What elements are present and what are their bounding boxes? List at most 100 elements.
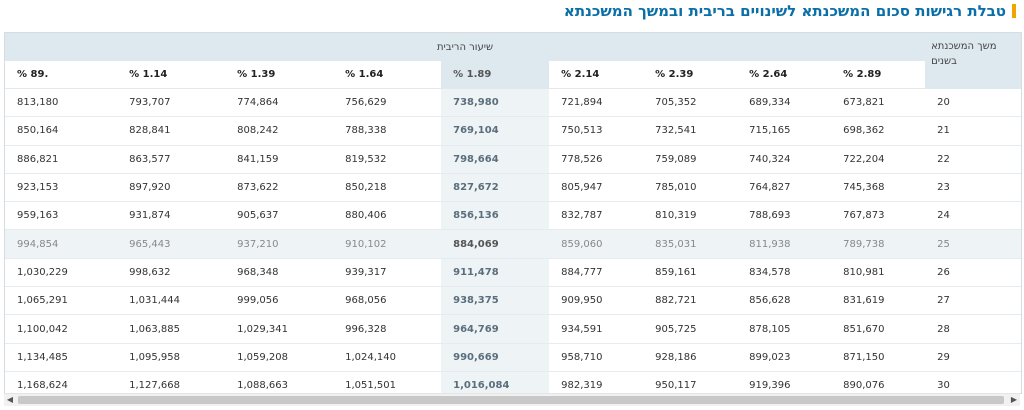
sensitivity-table-container[interactable]: משך המשכנתא בשנים שיעור הריבית 2.89 % 2.6… [4, 32, 1022, 394]
value-cell: 788,693 [737, 201, 832, 231]
title-text: טבלת רגישות סכום המשכנתא לשינויים בריבית… [563, 2, 1006, 20]
value-cell: 788,338 [333, 116, 442, 146]
term-cell: 23 [925, 173, 1021, 203]
value-cell: 878,105 [737, 314, 832, 344]
table-row: 26 810,981 834,578 859,161 884,777 911,478 939… [5, 258, 1021, 288]
value-cell: 1,016,084 [441, 371, 550, 393]
value-cell: 990,669 [441, 343, 550, 372]
term-cell: 25 [925, 229, 1021, 259]
value-cell: 1,031,444 [117, 286, 226, 316]
rate-header-cell: 2.89 % [831, 61, 926, 89]
value-cell: 738,980 [441, 88, 550, 118]
scroll-left-icon[interactable]: ◀ [6, 395, 14, 404]
table-row: 20 673,821 689,334 705,352 721,894 738,980 756… [5, 88, 1021, 118]
value-cell: 884,069 [441, 229, 550, 259]
value-cell: 834,578 [737, 258, 832, 288]
value-cell: 722,204 [831, 145, 926, 174]
value-cell: 1,127,668 [117, 371, 226, 393]
value-cell: 1,051,501 [333, 371, 442, 393]
value-cell: 939,317 [333, 258, 442, 288]
value-cell: 798,664 [441, 145, 550, 174]
value-cell: 805,947 [549, 173, 644, 203]
value-cell: 994,854 [5, 229, 118, 259]
value-cell: 835,031 [643, 229, 738, 259]
term-cell: 22 [925, 145, 1021, 174]
value-cell: 959,163 [5, 201, 118, 231]
value-cell: 884,777 [549, 258, 644, 288]
value-cell: 859,161 [643, 258, 738, 288]
value-cell: 769,104 [441, 116, 550, 146]
value-cell: 813,180 [5, 88, 118, 118]
value-cell: 910,102 [333, 229, 442, 259]
value-cell: 827,672 [441, 173, 550, 203]
value-cell: 937,210 [225, 229, 334, 259]
value-cell: 1,030,229 [5, 258, 118, 288]
table-row: 28 851,670 878,105 905,725 934,591 964,769 996… [5, 314, 1021, 344]
value-cell: 964,769 [441, 314, 550, 344]
table-row: 23 745,368 764,827 785,010 805,947 827,672 850… [5, 173, 1021, 203]
value-cell: 996,328 [333, 314, 442, 344]
value-cell: 1,088,663 [225, 371, 334, 393]
value-cell: 756,629 [333, 88, 442, 118]
value-cell: 732,541 [643, 116, 738, 146]
value-cell: 1,168,624 [5, 371, 118, 393]
sensitivity-table: משך המשכנתא בשנים שיעור הריבית 2.89 % 2.6… [5, 33, 1021, 393]
value-cell: 778,526 [549, 145, 644, 174]
value-cell: 859,060 [549, 229, 644, 259]
value-cell: 810,981 [831, 258, 926, 288]
table-row: 30 890,076 919,396 950,117 982,319 1,016,084 1… [5, 371, 1021, 393]
value-cell: 832,787 [549, 201, 644, 231]
value-cell: 938,375 [441, 286, 550, 316]
rate-header-cell: 1.89 % [441, 61, 550, 89]
value-cell: 931,874 [117, 201, 226, 231]
rate-header-cell: .89 % [5, 61, 118, 89]
term-cell: 20 [925, 88, 1021, 118]
rate-header-row: 2.89 % 2.64 % 2.39 % 2.14 % 1.89 % 1.64 % 1.39… [5, 61, 1021, 89]
scrollbar-thumb[interactable] [18, 396, 1004, 404]
term-cell: 27 [925, 286, 1021, 316]
rate-header-cell: 1.39 % [225, 61, 334, 89]
value-cell: 1,134,485 [5, 343, 118, 372]
value-cell: 919,396 [737, 371, 832, 393]
rate-header-cell: 2.14 % [549, 61, 644, 89]
value-cell: 1,059,208 [225, 343, 334, 372]
term-cell: 26 [925, 258, 1021, 288]
value-cell: 909,950 [549, 286, 644, 316]
value-cell: 880,406 [333, 201, 442, 231]
page-title: טבלת רגישות סכום המשכנתא לשינויים בריבית… [564, 0, 1016, 22]
title-accent-bar [1012, 4, 1016, 18]
rate-header-cell: 1.14 % [117, 61, 226, 89]
table-row: 24 767,873 788,693 810,319 832,787 856,136 880… [5, 201, 1021, 231]
value-cell: 689,334 [737, 88, 832, 118]
value-cell: 750,513 [549, 116, 644, 146]
value-cell: 764,827 [737, 173, 832, 203]
value-cell: 897,920 [117, 173, 226, 203]
term-cell: 21 [925, 116, 1021, 146]
value-cell: 819,532 [333, 145, 442, 174]
value-cell: 905,725 [643, 314, 738, 344]
table-row: 25 789,738 811,938 835,031 859,060 884,069 910… [5, 229, 1021, 259]
table-row: 29 871,150 899,023 928,186 958,710 990,669 1,0… [5, 343, 1021, 372]
value-cell: 841,159 [225, 145, 334, 174]
value-cell: 1,024,140 [333, 343, 442, 372]
value-cell: 789,738 [831, 229, 926, 259]
table-row: 22 722,204 740,324 759,089 778,526 798,664 819… [5, 145, 1021, 174]
term-cell: 28 [925, 314, 1021, 344]
value-cell: 886,821 [5, 145, 118, 174]
value-cell: 1,095,958 [117, 343, 226, 372]
value-cell: 1,100,042 [5, 314, 118, 344]
value-cell: 850,164 [5, 116, 118, 146]
value-cell: 851,670 [831, 314, 926, 344]
value-cell: 705,352 [643, 88, 738, 118]
horizontal-scrollbar[interactable]: ◀ ▶ [4, 393, 1020, 406]
value-cell: 928,186 [643, 343, 738, 372]
term-cell: 24 [925, 201, 1021, 231]
value-cell: 863,577 [117, 145, 226, 174]
value-cell: 1,063,885 [117, 314, 226, 344]
value-cell: 882,721 [643, 286, 738, 316]
value-cell: 698,362 [831, 116, 926, 146]
value-cell: 831,619 [831, 286, 926, 316]
value-cell: 905,637 [225, 201, 334, 231]
value-cell: 965,443 [117, 229, 226, 259]
scroll-right-icon[interactable]: ▶ [1010, 395, 1018, 404]
